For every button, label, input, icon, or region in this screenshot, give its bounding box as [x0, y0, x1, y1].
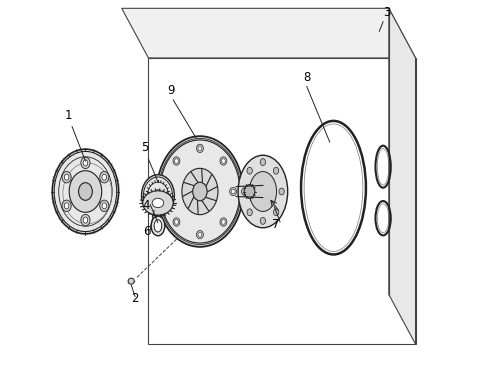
Text: 8: 8	[303, 71, 311, 84]
Text: 2: 2	[131, 292, 139, 305]
Ellipse shape	[102, 174, 107, 180]
Ellipse shape	[247, 167, 252, 174]
Ellipse shape	[62, 172, 71, 183]
Ellipse shape	[173, 157, 180, 165]
Text: 5: 5	[141, 141, 148, 154]
Ellipse shape	[221, 220, 225, 224]
Ellipse shape	[102, 203, 107, 209]
Ellipse shape	[83, 160, 88, 166]
Ellipse shape	[221, 159, 225, 163]
Ellipse shape	[64, 203, 69, 209]
Ellipse shape	[241, 188, 247, 195]
Ellipse shape	[83, 217, 88, 223]
Ellipse shape	[163, 187, 170, 196]
Ellipse shape	[152, 198, 164, 208]
Ellipse shape	[306, 126, 361, 249]
Ellipse shape	[64, 174, 69, 180]
Ellipse shape	[154, 220, 162, 232]
Polygon shape	[122, 8, 416, 58]
Ellipse shape	[249, 172, 276, 211]
Ellipse shape	[151, 216, 165, 236]
Ellipse shape	[100, 172, 109, 183]
Polygon shape	[389, 8, 416, 344]
Ellipse shape	[79, 183, 92, 200]
Text: 1: 1	[64, 109, 72, 122]
Ellipse shape	[81, 157, 90, 169]
Text: 6: 6	[143, 225, 150, 238]
Ellipse shape	[196, 231, 204, 239]
Ellipse shape	[196, 144, 204, 152]
Ellipse shape	[238, 155, 288, 228]
Ellipse shape	[142, 175, 174, 216]
Ellipse shape	[54, 151, 117, 232]
Ellipse shape	[231, 189, 235, 194]
Ellipse shape	[165, 189, 168, 194]
Ellipse shape	[198, 146, 202, 151]
Ellipse shape	[182, 168, 218, 215]
Ellipse shape	[144, 177, 172, 214]
Ellipse shape	[260, 218, 265, 224]
Ellipse shape	[143, 191, 173, 215]
Ellipse shape	[173, 218, 180, 226]
Text: 3: 3	[383, 6, 390, 19]
Ellipse shape	[62, 200, 71, 211]
Ellipse shape	[69, 171, 102, 212]
Ellipse shape	[175, 220, 179, 224]
Ellipse shape	[100, 200, 109, 211]
Text: 9: 9	[168, 84, 175, 97]
Ellipse shape	[260, 159, 265, 165]
Ellipse shape	[52, 149, 119, 234]
Circle shape	[128, 278, 134, 284]
Text: 7: 7	[273, 218, 280, 231]
Ellipse shape	[220, 157, 227, 165]
Polygon shape	[148, 58, 416, 344]
Ellipse shape	[230, 187, 237, 196]
Ellipse shape	[157, 136, 243, 247]
Ellipse shape	[81, 214, 90, 226]
Ellipse shape	[175, 159, 179, 163]
Ellipse shape	[160, 140, 240, 243]
Ellipse shape	[279, 188, 284, 195]
Ellipse shape	[192, 182, 207, 201]
Ellipse shape	[274, 167, 279, 174]
Ellipse shape	[198, 232, 202, 237]
Text: 4: 4	[143, 199, 150, 212]
Ellipse shape	[154, 190, 162, 201]
Ellipse shape	[247, 209, 252, 216]
Ellipse shape	[274, 209, 279, 216]
Ellipse shape	[220, 218, 227, 226]
Ellipse shape	[244, 185, 255, 198]
